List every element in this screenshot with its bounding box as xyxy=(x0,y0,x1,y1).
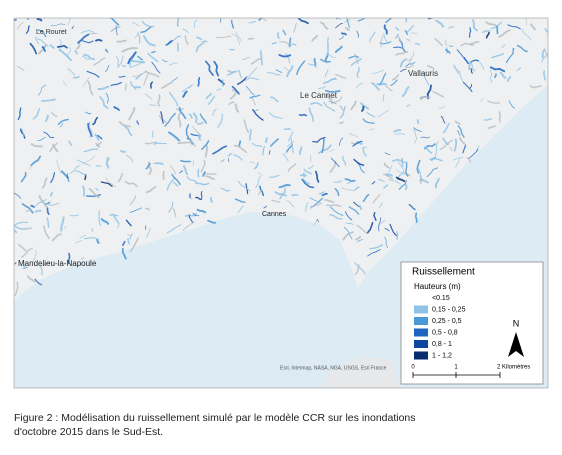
legend-swatch xyxy=(414,306,428,314)
stream xyxy=(211,198,212,202)
stream xyxy=(198,78,199,86)
stream xyxy=(13,20,16,21)
stream xyxy=(418,120,419,123)
legend-label: 0,25 - 0,5 xyxy=(432,318,462,325)
stream xyxy=(300,115,307,116)
place-label: Cannes xyxy=(262,211,287,218)
legend: Ruissellement Hauteurs (m) <0.15 0,15 - 0… xyxy=(401,262,543,384)
stream xyxy=(97,240,99,243)
relief xyxy=(118,41,127,42)
legend-label: 1 - 1,2 xyxy=(432,352,452,359)
legend-swatch xyxy=(414,294,428,302)
stream xyxy=(83,186,84,196)
stream xyxy=(96,166,101,167)
stream xyxy=(152,52,155,53)
relief xyxy=(248,38,253,39)
stream xyxy=(153,131,154,137)
stream xyxy=(285,129,291,130)
place-label: Le Cannet xyxy=(300,91,338,100)
relief xyxy=(499,112,500,122)
stream xyxy=(266,138,267,142)
place-label: Le Rouret xyxy=(36,29,67,36)
stream xyxy=(402,159,403,167)
stream xyxy=(495,74,496,77)
stream xyxy=(74,77,79,78)
stream xyxy=(198,169,199,176)
caption-line: Figure 2 : Modélisation du ruissellement… xyxy=(14,412,416,424)
relief xyxy=(340,122,343,123)
legend-title: Ruissellement xyxy=(412,267,475,278)
stream xyxy=(156,163,162,164)
scale-label: 2 Kilomètres xyxy=(497,365,530,371)
legend-swatch xyxy=(414,329,428,337)
attribution: Esri, Intermap, NASA, NGA, USGS, Esri Fr… xyxy=(280,365,387,371)
place-label: Vallauris xyxy=(408,69,438,78)
stream xyxy=(416,213,417,222)
relief xyxy=(163,172,164,179)
stream xyxy=(181,161,190,162)
stream xyxy=(135,87,140,88)
stream xyxy=(10,264,15,265)
stream xyxy=(328,37,329,40)
relief xyxy=(90,33,97,34)
stream xyxy=(360,206,361,209)
north-label: N xyxy=(513,318,520,328)
stream xyxy=(315,59,316,65)
relief xyxy=(202,41,208,42)
stream xyxy=(406,185,407,189)
stream xyxy=(397,232,398,239)
legend-label: 0,8 - 1 xyxy=(432,341,452,348)
stream xyxy=(292,195,297,196)
stream xyxy=(36,211,41,212)
caption-line: d'octobre 2015 dans le Sud-Est. xyxy=(14,426,163,438)
stream xyxy=(304,173,305,176)
stream xyxy=(121,151,125,152)
place-label: Mandelieu-la-Napoule xyxy=(18,259,97,268)
legend-subtitle: Hauteurs (m) xyxy=(414,282,461,291)
relief xyxy=(207,174,216,175)
legend-label: 0,15 - 0,25 xyxy=(432,306,466,313)
legend-label: 0,5 - 0,8 xyxy=(432,329,458,336)
legend-swatch xyxy=(414,340,428,348)
relief xyxy=(310,156,311,162)
legend-swatch xyxy=(414,352,428,360)
stream xyxy=(377,84,386,85)
legend-swatch xyxy=(414,317,428,325)
stream xyxy=(96,40,102,41)
legend-label: <0.15 xyxy=(432,295,450,302)
stream xyxy=(342,33,346,34)
stream xyxy=(469,63,470,69)
relief xyxy=(178,142,191,143)
